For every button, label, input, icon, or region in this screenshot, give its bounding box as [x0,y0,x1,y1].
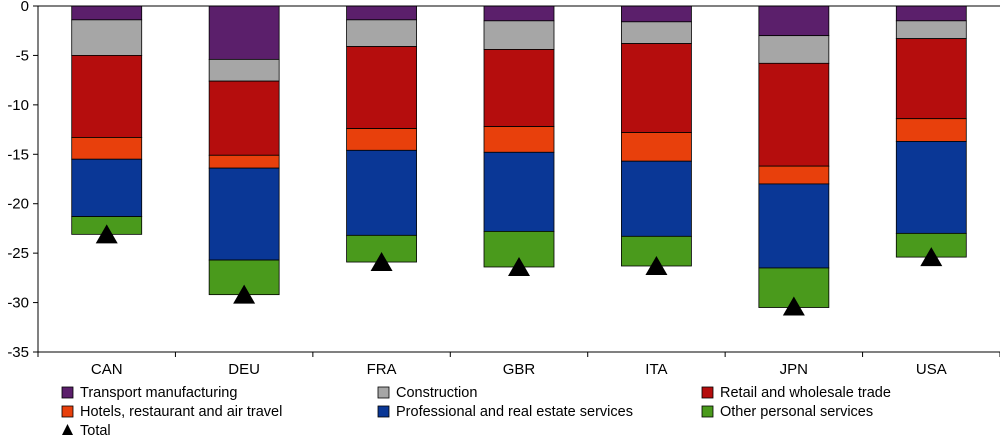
bar-can-retail-and-wholesale-trade [71,55,143,138]
bar-jpn-construction [758,35,830,64]
total-marker-fra [370,252,393,272]
bar-gbr-construction [483,20,555,50]
bar-fra-construction [346,19,417,47]
total-markers [95,224,943,316]
legend-swatch-transport-manufacturing [61,386,74,399]
legend-swatch-professional-and-real-estate-services [377,405,390,418]
bar-jpn-transport-manufacturing [758,5,830,37]
bar-can-construction [71,19,143,56]
y-tick-label: -10 [7,97,29,114]
x-tick-label-fra: FRA [367,361,397,378]
total-marker-gbr [508,256,530,276]
x-tick-label-gbr: GBR [503,361,536,378]
y-tick-label: 0 [21,0,29,15]
bar-can-professional-and-real-estate-services [71,158,143,217]
y-tick-label: -20 [7,196,29,213]
bar-deu-professional-and-real-estate-services [208,167,280,261]
bar-fra-retail-and-wholesale-trade [346,46,417,129]
x-axis: CAN DEU FRA GBR ITA JPN USA [37,5,1000,378]
legend-label-construction: Construction [396,385,477,401]
bar-gbr-hotels-restaurant-and-air-travel [483,126,555,153]
legend-label-professional-and-real-estate-services: Professional and real estate services [396,404,633,420]
legend-label-hotels-restaurant-and-air-travel: Hotels, restaurant and air travel [80,404,282,420]
x-tick-label-deu: DEU [228,361,260,378]
legend-label-retail-and-wholesale-trade: Retail and wholesale trade [720,385,891,401]
bar-can-hotels-restaurant-and-air-travel [71,137,143,160]
bar-can-transport-manufacturing [71,5,143,21]
y-tick-label: -5 [16,47,29,64]
total-marker-usa [920,247,943,267]
legend-label-transport-manufacturing: Transport manufacturing [80,385,237,401]
y-tick-label: -35 [7,344,29,361]
bar-fra-professional-and-real-estate-services [346,149,417,236]
bar-ita-hotels-restaurant-and-air-travel [621,132,692,162]
bar-deu-retail-and-wholesale-trade [208,80,280,156]
x-tick-label-can: CAN [91,361,123,378]
bar-jpn-professional-and-real-estate-services [758,183,830,269]
legend-swatch-construction [377,386,390,399]
y-tick-label: -25 [7,245,29,262]
bar-gbr-retail-and-wholesale-trade [483,49,555,128]
bar-gbr-transport-manufacturing [483,5,555,22]
bar-ita-transport-manufacturing [621,5,692,23]
legend-swatch-hotels-restaurant-and-air-travel [61,405,74,418]
bar-ita-retail-and-wholesale-trade [621,43,692,133]
legend-swatch-other-personal-services [701,405,714,418]
y-tick-label: -15 [7,146,29,163]
bar-usa-professional-and-real-estate-services [895,141,967,234]
total-marker-can [95,224,118,244]
x-tick-label-jpn: JPN [780,361,808,378]
bar-usa-hotels-restaurant-and-air-travel [895,118,967,142]
x-tick-label-usa: USA [916,361,947,378]
total-marker-jpn [782,296,805,316]
bar-jpn-hotels-restaurant-and-air-travel [758,165,830,185]
x-tick-label-ita: ITA [645,361,667,378]
bar-gbr-professional-and-real-estate-services [483,151,555,232]
legend-label-total: Total [80,423,111,439]
bar-usa-transport-manufacturing [895,5,967,22]
bar-ita-professional-and-real-estate-services [621,160,692,237]
bar-deu-construction [208,58,280,82]
legend-label-other-personal-services: Other personal services [720,404,873,420]
bar-fra-transport-manufacturing [346,5,417,21]
total-marker-deu [233,284,256,304]
bar-fra-hotels-restaurant-and-air-travel [346,128,417,151]
bar-usa-construction [895,20,967,40]
bar-deu-transport-manufacturing [208,5,280,60]
legend-swatch-retail-and-wholesale-trade [701,386,714,399]
bar-usa-retail-and-wholesale-trade [895,38,967,120]
total-marker-ita [645,255,668,275]
legend: Transport manufacturing Construction Retai… [61,385,891,439]
y-axis: 0 -5 -10 -15 -20 -25 -30 -35 [7,0,39,361]
y-tick-label: -30 [7,295,29,312]
bar-ita-construction [621,21,692,44]
legend-marker-total [62,424,73,435]
bar-deu-hotels-restaurant-and-air-travel [208,154,280,169]
bar-jpn-retail-and-wholesale-trade [758,62,830,167]
